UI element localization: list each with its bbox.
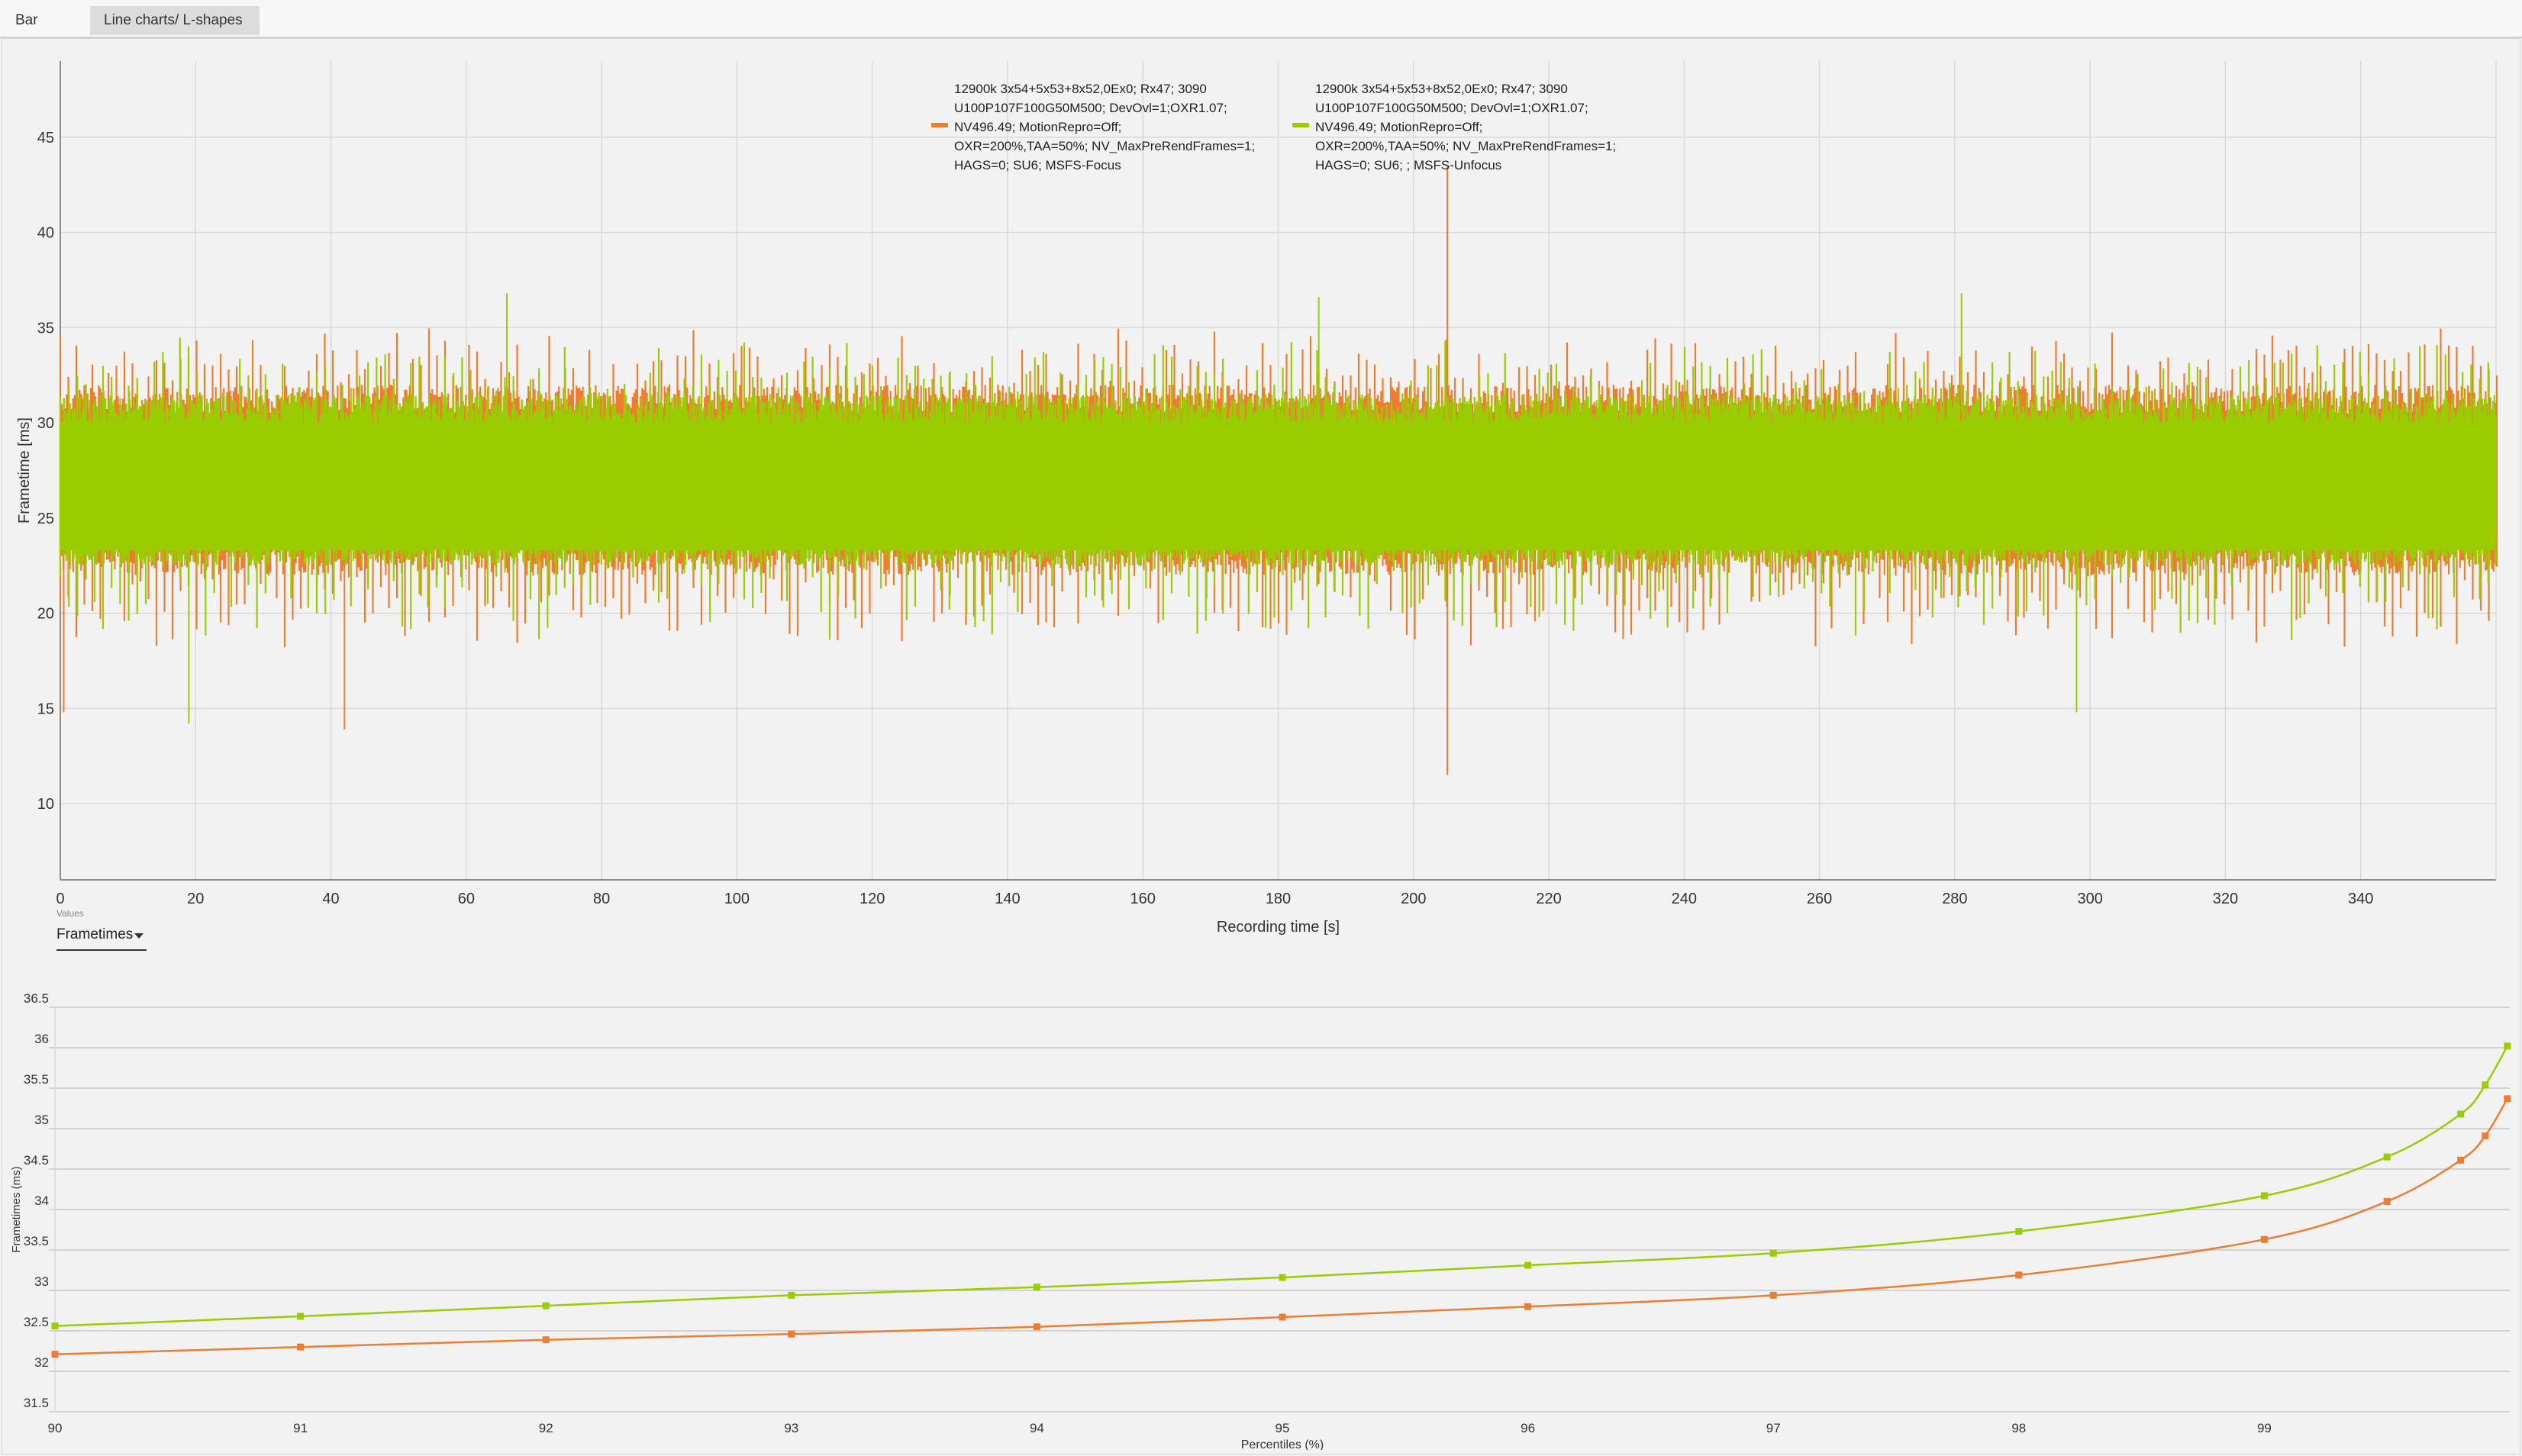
- percentile-series-green: [54, 1045, 2508, 1327]
- y-tick-label: 36.5: [24, 991, 49, 1006]
- percentile-series-green-point: [1524, 1261, 1532, 1269]
- y-tick-label: 32: [34, 1355, 49, 1370]
- percentile-series-green-point: [2015, 1228, 2023, 1235]
- percentile-series-orange-point: [2383, 1197, 2391, 1205]
- y-tick-label: 34: [34, 1193, 49, 1208]
- x-tick-label: 80: [593, 891, 610, 907]
- x-tick-label: 97: [1766, 1421, 1781, 1435]
- percentile-series-orange-point: [51, 1351, 59, 1358]
- tab-bar: Bar charts Line charts/ L-shapes: [0, 0, 2522, 57]
- percentile-series-green-point: [2260, 1192, 2268, 1200]
- y-tick-label: 32.5: [24, 1315, 49, 1329]
- x-tick-label: 100: [724, 891, 750, 907]
- x-tick-label: 160: [1130, 891, 1156, 907]
- percentile-series-green-point: [542, 1302, 550, 1309]
- y-tick-label: 33.5: [24, 1234, 49, 1248]
- percentile-series-green-point: [2457, 1110, 2465, 1118]
- y-tick-label: 40: [37, 225, 54, 242]
- tab-line-charts[interactable]: Line charts/ L-shapes: [90, 6, 260, 35]
- values-caption: Values: [56, 908, 84, 919]
- percentile-series-orange: [54, 1098, 2508, 1355]
- y-tick-label: 36: [34, 1032, 49, 1046]
- y-tick-label: 35: [34, 1113, 49, 1127]
- x-tick-label: 220: [1536, 891, 1561, 907]
- legend-item-focus[interactable]: 12900k 3x54+5x53+8x52,0Ex0; Rx47; 3090 U…: [931, 79, 1256, 175]
- percentile-series-orange-point: [2015, 1271, 2023, 1279]
- legend-swatch-green: [1292, 123, 1309, 127]
- y-tick-label: 30: [37, 415, 54, 432]
- x-tick-label: 90: [48, 1421, 63, 1435]
- x-tick-label: 320: [2213, 891, 2238, 907]
- x-tick-label: 200: [1401, 891, 1426, 907]
- percentile-series-green-point: [51, 1322, 59, 1330]
- x-tick-label: 20: [187, 891, 204, 907]
- y-tick-label: 35: [37, 320, 54, 337]
- y-axis-title: Frametimes (ms): [10, 1166, 23, 1252]
- x-tick-label: 140: [995, 891, 1020, 907]
- x-axis-title: Recording time [s]: [1217, 919, 1340, 936]
- y-tick-label: 33: [34, 1274, 49, 1289]
- legend-item-unfocus[interactable]: 12900k 3x54+5x53+8x52,0Ex0; Rx47; 3090 U…: [1292, 79, 1617, 175]
- x-tick-label: 60: [458, 891, 475, 907]
- x-tick-label: 0: [56, 891, 64, 907]
- percentile-series-green-point: [788, 1291, 795, 1299]
- percentile-series-orange-point: [2504, 1095, 2511, 1103]
- chevron-down-icon: [134, 933, 144, 939]
- percentile-series-green-point: [1033, 1284, 1040, 1291]
- x-tick-label: 260: [1807, 891, 1832, 907]
- x-tick-label: 96: [1521, 1421, 1535, 1435]
- percentile-chart: 31.5 32 32.5 33 33.5 34 34.5 35 35.5 36 36.5 90 91 92…: [10, 991, 2511, 1450]
- x-tick-label: 92: [539, 1421, 553, 1435]
- percentile-series-green-point: [1279, 1274, 1286, 1281]
- x-tick-label: 300: [2077, 891, 2102, 907]
- percentile-series-orange-point: [1769, 1291, 1777, 1299]
- y-tick-label: 25: [37, 511, 54, 527]
- percentile-series-orange-point: [2457, 1156, 2465, 1164]
- y-tick-label: 45: [37, 130, 54, 147]
- y-tick-label: 34.5: [24, 1153, 49, 1168]
- x-tick-label: 280: [1942, 891, 1967, 907]
- x-tick-label: 94: [1030, 1421, 1044, 1435]
- percentile-series-orange-point: [1279, 1313, 1286, 1321]
- legend-swatch-orange: [931, 123, 948, 127]
- x-tick-label: 120: [859, 891, 885, 907]
- x-tick-label: 91: [293, 1421, 308, 1435]
- values-dropdown[interactable]: Frametimes: [56, 923, 147, 951]
- x-tick-label: 240: [1672, 891, 1697, 907]
- percentile-series-orange-point: [1033, 1323, 1040, 1331]
- legend-label-focus: 12900k 3x54+5x53+8x52,0Ex0; Rx47; 3090 U…: [954, 82, 1256, 172]
- x-tick-label: 180: [1266, 891, 1291, 907]
- percentile-series-orange-point: [297, 1343, 305, 1351]
- percentile-series-orange-point: [788, 1330, 795, 1338]
- values-dropdown-value: Frametimes: [56, 926, 134, 942]
- percentile-series-orange-point: [1524, 1303, 1532, 1310]
- percentile-series-green-point: [2383, 1153, 2391, 1161]
- y-tick-label: 31.5: [24, 1396, 49, 1410]
- x-axis-title: Percentiles (%): [1241, 1438, 1324, 1450]
- legend-label-unfocus: 12900k 3x54+5x53+8x52,0Ex0; Rx47; 3090 U…: [1315, 82, 1617, 172]
- percentile-series-orange-point: [2260, 1235, 2268, 1243]
- x-tick-label: 98: [2011, 1421, 2026, 1435]
- tab-bar-charts[interactable]: Bar charts: [15, 12, 55, 57]
- percentile-series-green-point: [2482, 1081, 2489, 1089]
- y-axis-title: Frametime [ms]: [16, 417, 33, 523]
- y-tick-label: 20: [37, 606, 54, 623]
- x-tick-label: 99: [2257, 1421, 2272, 1435]
- y-tick-label: 35.5: [24, 1072, 49, 1087]
- y-tick-label: 15: [37, 701, 54, 717]
- percentile-series-orange-point: [542, 1336, 550, 1344]
- percentile-series-green-point: [2504, 1042, 2511, 1050]
- frametime-chart: 10 15 20 25 30 35 40 45 0 20 40 60 80 100 120 140 160 180…: [16, 61, 2498, 936]
- percentile-series-green-point: [1769, 1249, 1777, 1257]
- percentile-series-orange-point: [2482, 1132, 2489, 1140]
- series-unfocus-core: [62, 427, 2495, 551]
- x-tick-label: 93: [784, 1421, 798, 1435]
- percentile-series-green-point: [297, 1313, 305, 1320]
- x-tick-label: 340: [2348, 891, 2373, 907]
- x-tick-label: 40: [322, 891, 339, 907]
- x-tick-label: 95: [1276, 1421, 1290, 1435]
- y-tick-label: 10: [37, 796, 54, 813]
